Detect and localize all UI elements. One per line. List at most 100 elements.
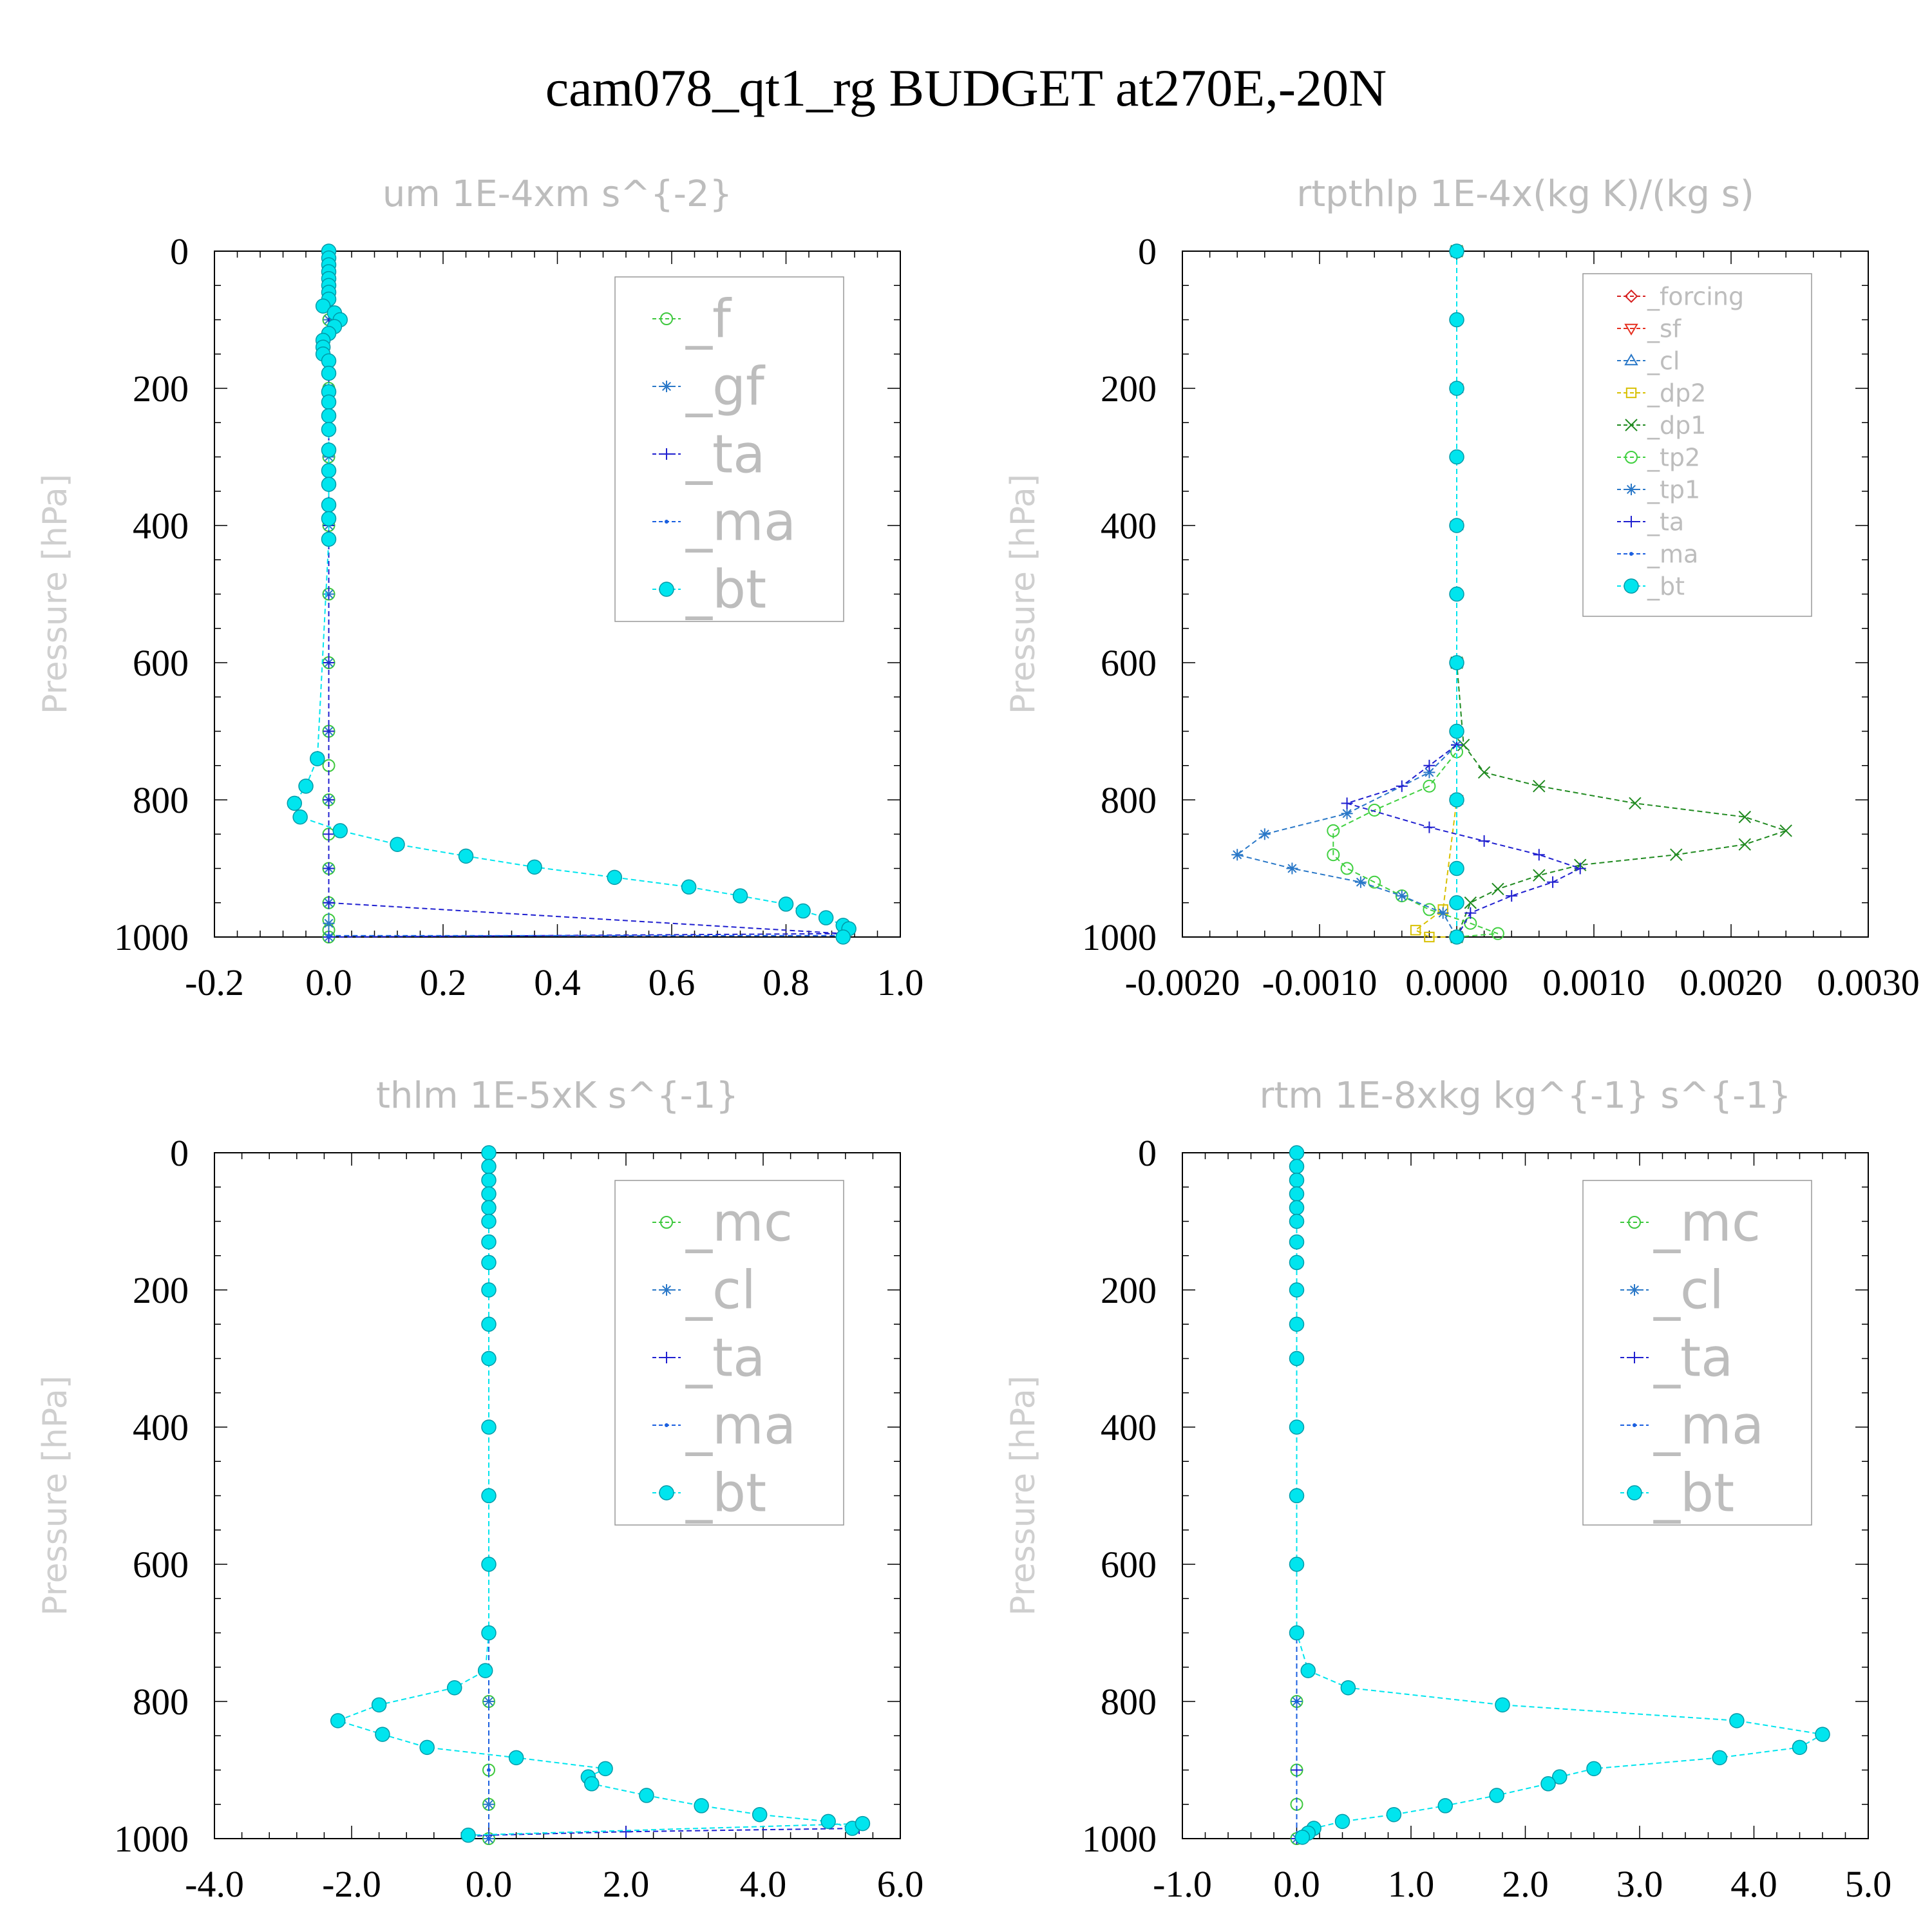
y-axis-label: Pressure [hPa] — [1004, 474, 1043, 714]
data-point-bt — [855, 1815, 871, 1832]
data-point-bt — [820, 1814, 836, 1830]
data-point-bt — [1449, 929, 1464, 945]
data-point-bt — [481, 1213, 497, 1229]
y-axis-label: Pressure [hPa] — [1004, 1376, 1043, 1616]
data-point-bt — [481, 1488, 497, 1504]
data-point-bt — [1792, 1739, 1808, 1756]
data-point-bt — [1386, 1806, 1402, 1823]
data-point-bt — [321, 497, 337, 513]
y-tick-label: 400 — [1101, 1406, 1157, 1448]
data-point-ta — [1464, 907, 1477, 919]
legend-label: _ma — [1647, 540, 1698, 568]
x-tick-label: 2.0 — [1502, 1863, 1549, 1905]
y-axis-label: Pressure [hPa] — [36, 1376, 75, 1616]
legend-label: _gf — [685, 357, 766, 418]
data-point-bt — [481, 1316, 497, 1332]
data-point-bt — [375, 1727, 390, 1742]
data-point-bt — [1289, 1419, 1305, 1435]
legend-label: _ta — [685, 424, 765, 486]
y-tick-label: 400 — [133, 505, 189, 547]
data-point-ta — [1574, 862, 1586, 875]
panel-title: um 1E-4xm s^{-2} — [383, 173, 732, 215]
data-point-bt — [1289, 1350, 1305, 1367]
data-point-bt — [292, 809, 308, 825]
data-point-ta — [323, 794, 335, 806]
axis-ticks — [214, 1152, 901, 1839]
legend-marker — [1624, 323, 1638, 336]
x-tick-label: 1.0 — [877, 961, 924, 1003]
data-point-bt — [681, 879, 697, 895]
x-tick-label: 0.0 — [1273, 1863, 1320, 1905]
legend-label: _cl — [685, 1260, 756, 1321]
x-tick-label: 0.6 — [649, 961, 696, 1003]
data-point-ta — [620, 1826, 632, 1838]
data-point-bt — [481, 1159, 497, 1175]
x-tick-label: 0.8 — [762, 961, 810, 1003]
data-point-bt — [795, 903, 811, 919]
data-point-bt — [1340, 1680, 1356, 1696]
data-point-bt — [1289, 1282, 1305, 1298]
y-tick-label: 200 — [133, 368, 189, 410]
data-point-tp2 — [1491, 927, 1504, 940]
legend-label: _f — [685, 289, 732, 350]
data-point-bt — [481, 1145, 497, 1160]
series-group — [330, 1145, 871, 1845]
series-line-tp2 — [1332, 251, 1499, 938]
data-point-bt — [321, 365, 337, 381]
data-point-ta — [323, 657, 335, 668]
series-group — [1289, 1145, 1830, 1845]
legend-label: _ta — [1647, 507, 1684, 536]
data-point-bt — [1729, 1713, 1745, 1728]
data-point-bt — [1289, 1213, 1305, 1229]
axis-ticks — [1182, 1152, 1869, 1839]
x-tick-label: 2.0 — [603, 1863, 650, 1905]
data-point-bt — [1289, 1234, 1305, 1250]
data-point-bt — [1815, 1727, 1830, 1742]
legend-label: _ta — [1653, 1328, 1733, 1389]
data-point-bt — [1334, 1814, 1350, 1830]
legend-label: _ta — [685, 1328, 765, 1389]
data-point-bt — [1586, 1761, 1602, 1777]
legend-label: _cl — [1653, 1260, 1724, 1321]
data-point-bt — [508, 1750, 524, 1766]
legend-label: _ma — [685, 1396, 796, 1457]
legend-label: _dp1 — [1647, 411, 1706, 439]
data-point-tp1 — [1286, 862, 1298, 875]
data-point-bt — [371, 1697, 387, 1713]
legend-label: _dp2 — [1647, 379, 1706, 407]
data-point-bt — [298, 778, 314, 794]
data-point-bt — [481, 1419, 497, 1435]
data-point-bt — [818, 910, 834, 925]
y-tick-label: 0 — [170, 1132, 189, 1174]
data-point-bt — [527, 859, 542, 875]
data-point-bt — [390, 837, 405, 852]
x-tick-label: 0.0020 — [1680, 961, 1783, 1003]
data-point-dp1 — [1533, 869, 1546, 882]
y-tick-label: 1000 — [1082, 916, 1157, 958]
panel-title: rtpthlp 1E-4x(kg K)/(kg s) — [1296, 173, 1754, 215]
data-point-bt — [598, 1761, 613, 1777]
data-point-bt — [481, 1234, 497, 1250]
x-tick-label: 0.2 — [420, 961, 467, 1003]
data-point-bt — [321, 463, 337, 478]
y-tick-label: 1000 — [114, 916, 189, 958]
data-point-gf — [323, 588, 335, 600]
data-point-bt — [1289, 1316, 1305, 1332]
legend-marker — [659, 582, 674, 597]
data-point-bt — [1289, 1625, 1305, 1641]
data-point-tp1 — [1396, 890, 1408, 902]
x-tick-label: -4.0 — [185, 1863, 244, 1905]
panel-title: thlm 1E-5xK s^{-1} — [376, 1075, 739, 1117]
legend-marker — [661, 1352, 672, 1363]
x-tick-label: -2.0 — [322, 1863, 381, 1905]
y-tick-label: 400 — [1101, 505, 1157, 547]
data-point-bt — [1449, 312, 1464, 328]
data-point-ma — [1294, 1700, 1299, 1703]
data-point-bt — [1552, 1769, 1567, 1785]
legend-marker — [661, 448, 672, 460]
data-point-bt — [778, 896, 794, 912]
data-point-cl — [483, 1798, 495, 1810]
data-point-bt — [321, 477, 337, 492]
data-point-bt — [1540, 1776, 1556, 1792]
y-tick-label: 0 — [170, 231, 189, 272]
